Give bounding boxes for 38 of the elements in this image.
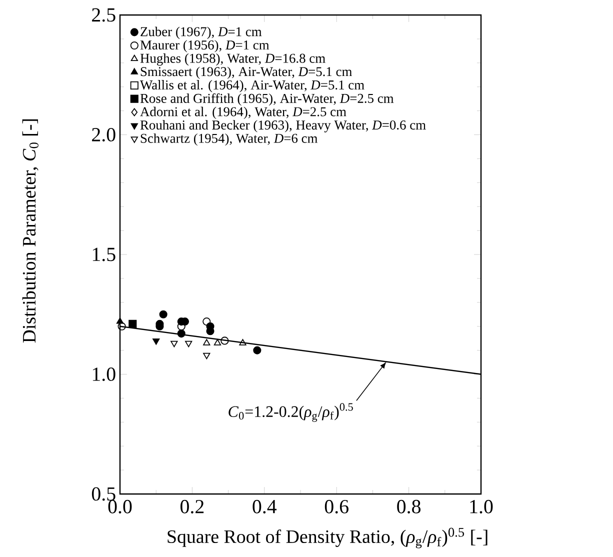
x-tick-label: 0.0 (108, 500, 132, 514)
legend-label: Zuber (1967), D=1 cm (140, 26, 262, 39)
text: Square Root of Density Ratio, (ρ$_{g}$/ρ$_{f}$)$^{0.5}$ [-] (168, 528, 488, 548)
y-tick-label: 2.5 (92, 8, 116, 22)
y-tick-label: 2.0 (92, 128, 116, 142)
point (116, 318, 124, 324)
point (128, 320, 137, 328)
y-axis-title: Distribution Parameter, C$_{0}$ [-] (22, 119, 38, 343)
point (159, 310, 168, 318)
point (118, 322, 126, 330)
legend-label: Schwartz (1954), Water, D=6 cm (140, 133, 318, 146)
x-tick-label: 0.6 (324, 500, 348, 514)
y-tick-label: 1.0 (92, 367, 116, 382)
point (202, 318, 211, 326)
point (214, 339, 222, 346)
x-tick-label: 0.8 (397, 500, 420, 514)
legend-label: Rouhani and Becker (1963), Heavy Water, D=0.6 cm (140, 120, 426, 132)
point (253, 346, 262, 354)
point (185, 340, 192, 348)
legend-label: Adorni et al. (1964), Water, D=2.5 cm (140, 106, 346, 119)
point (152, 338, 160, 345)
legend-label: Rose and Griffith (1965), Air-Water, D=2.5 cm (140, 93, 394, 106)
legend-label: Maurer (1956), D=1 cm (140, 40, 270, 52)
legend-label: Wallis et al. (1964), Air-Water, D=5.1 cm (140, 80, 364, 92)
point (177, 329, 186, 338)
point (220, 336, 229, 345)
text: C$_{0}$=1.2-0.2(ρ$_{g}$/ρ$_{f}$)$^{0.5}$ (228, 403, 353, 422)
y-tick-label: 1.5 (92, 248, 116, 262)
x-tick-label: 1.0 (470, 500, 493, 514)
legend-label: Smissaert (1963), Air-Water, D=5.1 cm (140, 66, 352, 79)
point (170, 340, 178, 348)
point (239, 339, 246, 346)
x-tick-label: 0.2 (180, 500, 204, 514)
y-tick-label: 0.5 (92, 487, 116, 501)
point (203, 352, 210, 360)
legend-label: Hughes (1958), Water, D=16.8 cm (140, 53, 326, 66)
x-tick-label: 0.4 (252, 500, 277, 514)
point (203, 339, 210, 346)
